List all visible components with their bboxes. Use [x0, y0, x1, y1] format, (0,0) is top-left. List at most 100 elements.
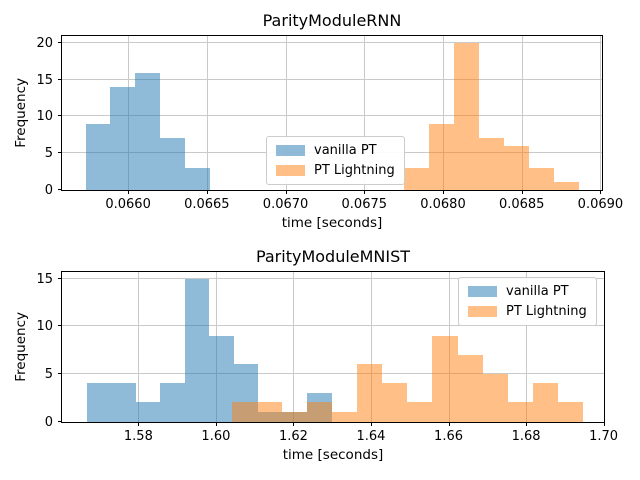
histogram-bar — [111, 383, 136, 422]
legend-label: vanilla PT — [314, 143, 377, 158]
histogram-bar — [281, 411, 307, 422]
gridline — [293, 271, 295, 422]
legend-label: vanilla PT — [506, 283, 569, 299]
y-tick-label: 5 — [44, 145, 53, 161]
tick-mark — [603, 421, 605, 426]
tick-mark — [128, 189, 130, 194]
gridline — [285, 36, 287, 190]
histogram-bar — [553, 182, 579, 190]
x-tick-label: 1.66 — [434, 428, 464, 444]
x-tick-label: 1.62 — [278, 428, 308, 444]
tick-mark — [58, 277, 62, 279]
histogram-bar — [404, 167, 430, 190]
tick-mark — [206, 189, 208, 194]
y-tick-label: 20 — [36, 36, 53, 52]
axes-parity-module-mnist: ParityModuleMNIST time [seconds] Frequen… — [13, 247, 618, 463]
tick-mark — [138, 421, 140, 426]
gridline — [62, 78, 602, 80]
y-tick-label: 15 — [36, 271, 53, 287]
histogram-bar — [382, 383, 408, 422]
gridline — [521, 36, 523, 190]
gridline — [62, 42, 602, 44]
y-axis-label: Frequency — [13, 311, 29, 382]
histogram-bar — [429, 123, 455, 190]
x-tick-label: 0.0660 — [105, 196, 151, 212]
x-axis-label: time [seconds] — [281, 214, 383, 231]
gridline — [603, 271, 605, 422]
y-tick-label: 10 — [36, 319, 53, 335]
x-tick-label: 0.0665 — [184, 196, 230, 212]
histogram-bar — [135, 402, 161, 422]
y-axis-label: Frequency — [13, 77, 29, 148]
histogram-bar — [407, 402, 433, 422]
legend-label: PT Lightning — [506, 303, 587, 319]
histogram-bar — [160, 383, 185, 422]
x-tick-label: 0.0670 — [262, 196, 309, 212]
legend: vanilla PT PT Lightning — [266, 136, 405, 185]
histogram-bar — [482, 373, 508, 422]
gridline — [526, 271, 528, 422]
gridline — [62, 325, 604, 327]
tick-mark — [448, 421, 450, 426]
x-tick-label: 1.64 — [356, 428, 386, 444]
x-tick-label: 1.60 — [201, 428, 231, 444]
histogram-bar — [454, 43, 480, 190]
legend-swatch — [276, 145, 305, 156]
y-tick-label: 10 — [36, 109, 53, 125]
histogram-bar — [557, 402, 583, 422]
histogram-bar — [479, 138, 505, 190]
tick-mark — [442, 189, 444, 194]
tick-mark — [58, 115, 62, 117]
tick-mark — [215, 421, 217, 426]
histogram-bar — [256, 402, 282, 422]
histogram-bar — [110, 87, 136, 190]
y-tick-label: 15 — [36, 72, 53, 88]
chart-title: ParityModuleMNIST — [255, 246, 411, 266]
x-tick-label: 0.0675 — [341, 196, 388, 212]
gridline — [138, 271, 140, 422]
x-tick-label: 0.0680 — [420, 196, 466, 212]
tick-mark — [364, 189, 366, 194]
y-tick-label: 0 — [44, 414, 53, 430]
histogram-bar — [357, 364, 383, 422]
tick-mark — [285, 189, 287, 194]
y-tick-label: 0 — [44, 182, 53, 198]
legend: vanilla PT PT Lightning — [458, 276, 597, 326]
tick-mark — [521, 189, 523, 194]
legend-entry: vanilla PT — [468, 284, 587, 299]
legend-entry: PT Lightning — [276, 163, 395, 178]
gridline — [62, 372, 604, 374]
histogram-bar — [432, 335, 458, 422]
legend-label: PT Lightning — [314, 163, 395, 178]
chart-title: ParityModuleRNN — [262, 11, 402, 30]
histogram-bar — [86, 383, 112, 422]
gridline — [62, 277, 604, 279]
histogram-bar — [457, 354, 483, 422]
histogram-bar — [528, 167, 554, 190]
histogram-bar — [507, 402, 533, 422]
histogram-bar — [184, 278, 210, 422]
tick-mark — [58, 188, 62, 190]
gridline — [442, 36, 444, 190]
x-tick-label: 0.0685 — [498, 196, 545, 212]
tick-mark — [293, 421, 295, 426]
x-tick-label: 0.0690 — [577, 196, 624, 212]
x-tick-label: 1.68 — [511, 428, 541, 444]
histogram-bar — [332, 411, 358, 422]
tick-mark — [370, 421, 372, 426]
gridline — [370, 271, 372, 422]
gridline — [600, 36, 602, 190]
tick-mark — [58, 325, 62, 327]
x-tick-label: 1.58 — [123, 428, 153, 444]
histogram-bar — [185, 167, 211, 190]
legend-swatch — [468, 305, 497, 317]
histogram-bar — [160, 138, 186, 190]
y-tick-label: 5 — [44, 366, 53, 382]
tick-mark — [58, 372, 62, 374]
x-axis-label: time [seconds] — [282, 446, 384, 463]
gridline — [364, 36, 366, 190]
axes-parity-module-rnn: ParityModuleRNN time [seconds] Frequency… — [13, 11, 623, 231]
tick-mark — [526, 421, 528, 426]
legend-swatch — [276, 165, 305, 176]
